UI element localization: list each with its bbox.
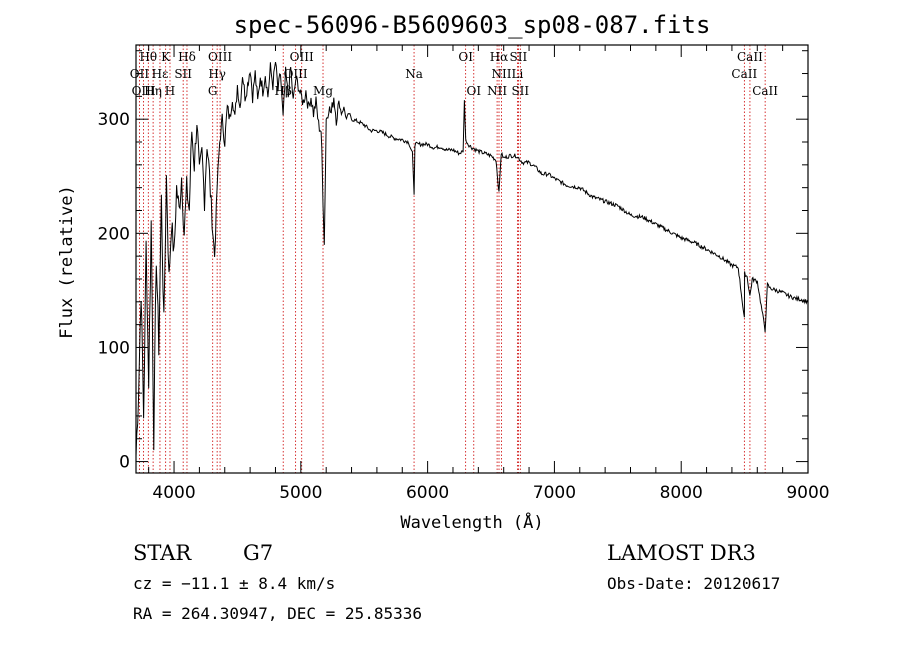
emission-line-label-17: CaII xyxy=(731,67,757,81)
y-tick-label-100: 100 xyxy=(98,338,130,358)
emission-line-label-24: OI xyxy=(466,84,481,98)
emission-line-label-6: Hα xyxy=(490,50,509,64)
flux-series-line xyxy=(135,62,809,457)
emission-line-label-3: OIII xyxy=(208,50,232,64)
y-tick-label-200: 200 xyxy=(98,224,130,244)
emission-line-label-7: SII xyxy=(510,50,528,64)
emission-line-label-27: CaII xyxy=(752,84,778,98)
y-tick-labels: 0 100 200 300 xyxy=(98,110,130,472)
emission-line-label-21: G xyxy=(208,84,218,98)
sky-coordinates: RA = 264.30947, DEC = 25.85336 xyxy=(133,604,422,623)
emission-line-label-19: Hη xyxy=(144,84,162,98)
x-tick-label-5000: 5000 xyxy=(279,483,322,503)
emission-line-label-23: Mg xyxy=(313,84,333,98)
emission-line-label-8: CaII xyxy=(737,50,763,64)
plot-frame xyxy=(135,44,809,474)
emission-line-label-4: OIII xyxy=(290,50,314,64)
observation-date: Obs-Date: 20120617 xyxy=(607,574,780,593)
emission-line-label-5: OI xyxy=(458,50,473,64)
emission-line-label-11: SII xyxy=(174,67,192,81)
emission-line-label-18: OIII xyxy=(132,84,156,98)
emission-line-label-25: NII xyxy=(487,84,507,98)
emission-line-label-1: K xyxy=(161,50,171,64)
y-axis-label: Flux (relative) xyxy=(57,185,77,339)
x-tick-label-8000: 8000 xyxy=(660,483,703,503)
emission-line-label-10: Hε xyxy=(152,67,169,81)
emission-line-label-12: Hγ xyxy=(208,67,226,81)
emission-line-label-20: H xyxy=(165,84,175,98)
x-tick-label-7000: 7000 xyxy=(533,483,576,503)
object-subclass: G7 xyxy=(243,541,273,565)
survey-name: LAMOST DR3 xyxy=(607,541,756,565)
x-tick-label-9000: 9000 xyxy=(786,483,829,503)
emission-line-label-14: Na xyxy=(405,67,423,81)
x-tick-label-4000: 4000 xyxy=(152,483,195,503)
emission-line-label-16: Li xyxy=(511,67,523,81)
emission-line-label-26: SII xyxy=(511,84,529,98)
axis-ticks xyxy=(136,45,809,473)
x-tick-label-6000: 6000 xyxy=(406,483,449,503)
y-tick-label-300: 300 xyxy=(98,110,130,130)
redshift-cz: cz = −11.1 ± 8.4 km/s xyxy=(133,574,335,593)
object-class: STAR xyxy=(133,541,192,565)
chart-title: spec-56096-B5609603_sp08-087.fits xyxy=(234,11,711,39)
emission-line-label-15: NII xyxy=(492,67,512,81)
emission-line-label-0: Hθ xyxy=(139,50,157,64)
x-axis-label: Wavelength (Å) xyxy=(400,511,543,533)
emission-line-label-2: Hδ xyxy=(178,50,196,64)
x-tick-labels: 4000 5000 6000 7000 8000 9000 xyxy=(152,483,829,503)
y-tick-label-0: 0 xyxy=(119,453,130,473)
